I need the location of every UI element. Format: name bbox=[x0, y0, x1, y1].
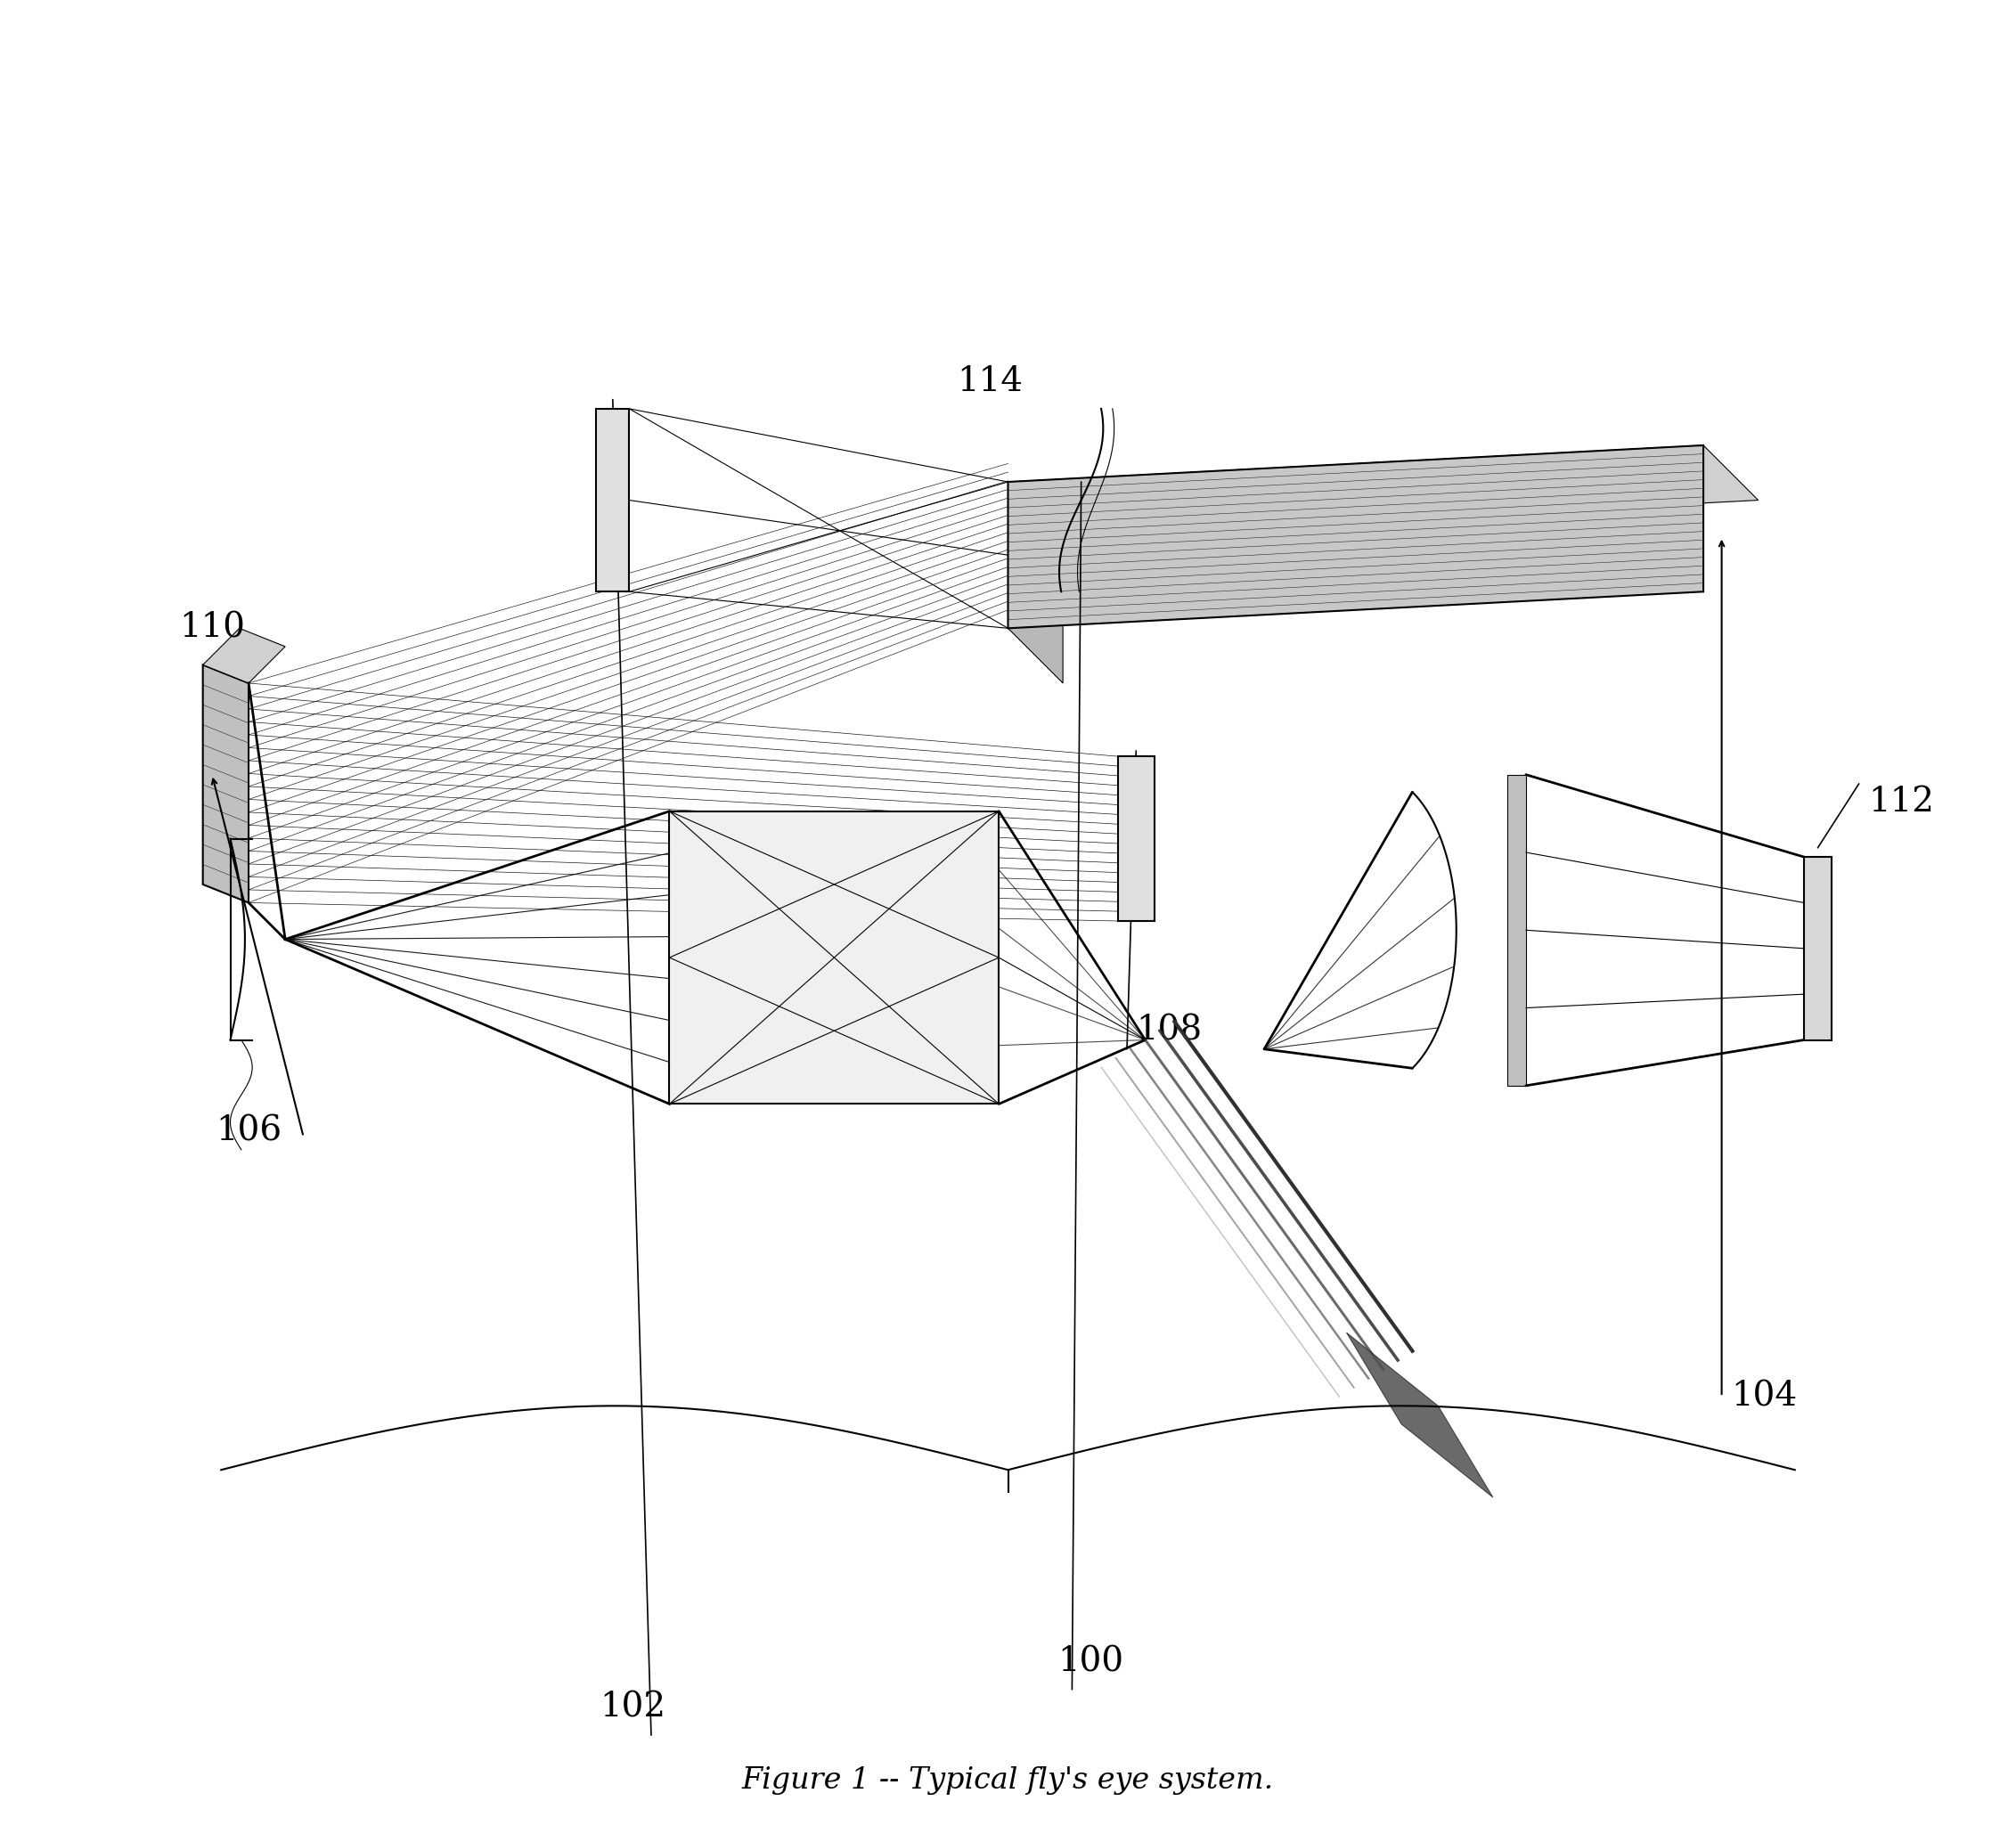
Polygon shape bbox=[204, 628, 284, 683]
Polygon shape bbox=[1008, 446, 1704, 628]
Polygon shape bbox=[204, 665, 248, 903]
Text: 114: 114 bbox=[958, 365, 1022, 398]
Polygon shape bbox=[1008, 446, 1758, 536]
Polygon shape bbox=[1347, 1332, 1494, 1498]
Polygon shape bbox=[1508, 775, 1526, 1085]
Text: 106: 106 bbox=[216, 1114, 282, 1148]
Bar bbox=[597, 409, 629, 591]
Text: 110: 110 bbox=[179, 612, 246, 645]
Bar bbox=[1117, 757, 1155, 921]
Text: 102: 102 bbox=[601, 1691, 665, 1724]
Polygon shape bbox=[1008, 483, 1062, 683]
Bar bbox=[669, 810, 998, 1103]
Text: Figure 1 -- Typical fly's eye system.: Figure 1 -- Typical fly's eye system. bbox=[742, 1766, 1274, 1796]
Text: 112: 112 bbox=[1869, 785, 1933, 818]
Bar bbox=[1804, 857, 1831, 1041]
Text: 108: 108 bbox=[1137, 1015, 1202, 1048]
Text: 100: 100 bbox=[1056, 1645, 1123, 1678]
Text: 104: 104 bbox=[1732, 1380, 1796, 1413]
